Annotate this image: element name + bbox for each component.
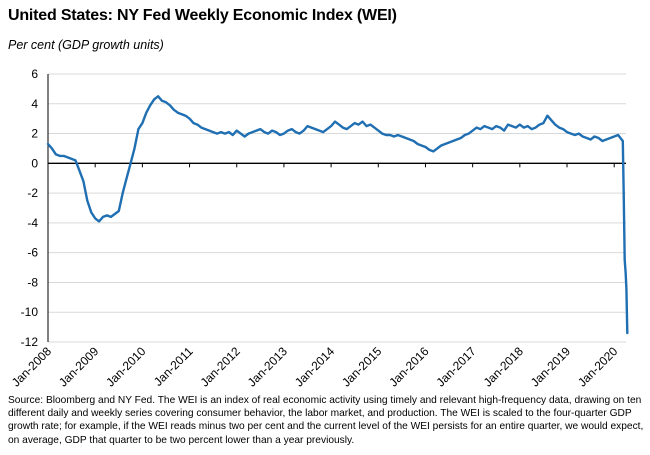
y-tick-label: 6 bbox=[31, 67, 38, 81]
x-tick-label: Jan-2012 bbox=[198, 344, 244, 390]
x-tick-label: Jan-2016 bbox=[386, 344, 432, 390]
x-tick-label: Jan-2008 bbox=[9, 344, 55, 390]
y-axis-label: Per cent (GDP growth units) bbox=[8, 38, 164, 52]
y-tick-label: -2 bbox=[27, 186, 38, 200]
x-tick-label: Jan-2018 bbox=[481, 344, 527, 390]
chart-title: United States: NY Fed Weekly Economic In… bbox=[8, 7, 397, 24]
x-tick-label: Jan-2020 bbox=[575, 344, 621, 390]
x-tick-label: Jan-2019 bbox=[528, 344, 574, 390]
y-tick-label: 0 bbox=[31, 156, 38, 170]
x-tick-label: Jan-2015 bbox=[339, 344, 385, 390]
y-tick-label: -8 bbox=[27, 275, 38, 289]
y-tick-label: 4 bbox=[31, 97, 38, 111]
y-tick-label: 2 bbox=[31, 127, 38, 141]
series-line bbox=[46, 95, 629, 335]
y-axis: 6 4 2 0 -2 -4 -6 -8 -10 -12 bbox=[21, 67, 49, 349]
y-tick-label: -6 bbox=[27, 246, 38, 260]
x-tick-label: Jan-2009 bbox=[56, 344, 102, 390]
gridlines bbox=[48, 73, 626, 343]
source-note: Source: Bloomberg and NY Fed. The WEI is… bbox=[8, 395, 644, 446]
y-tick-label: -12 bbox=[21, 335, 39, 349]
x-tick-label: Jan-2010 bbox=[103, 344, 149, 390]
x-tick-label: Jan-2013 bbox=[245, 344, 291, 390]
y-tick-label: -10 bbox=[21, 305, 39, 319]
y-tick-label: -4 bbox=[27, 216, 38, 230]
x-tick-label: Jan-2011 bbox=[151, 344, 196, 389]
x-tick-label: Jan-2017 bbox=[433, 344, 479, 390]
x-axis: Jan-2008 Jan-2009 Jan-2010 Jan-2011 Jan-2012… bbox=[9, 162, 626, 390]
plot-area bbox=[46, 95, 629, 335]
x-tick-label: Jan-2014 bbox=[292, 344, 338, 390]
